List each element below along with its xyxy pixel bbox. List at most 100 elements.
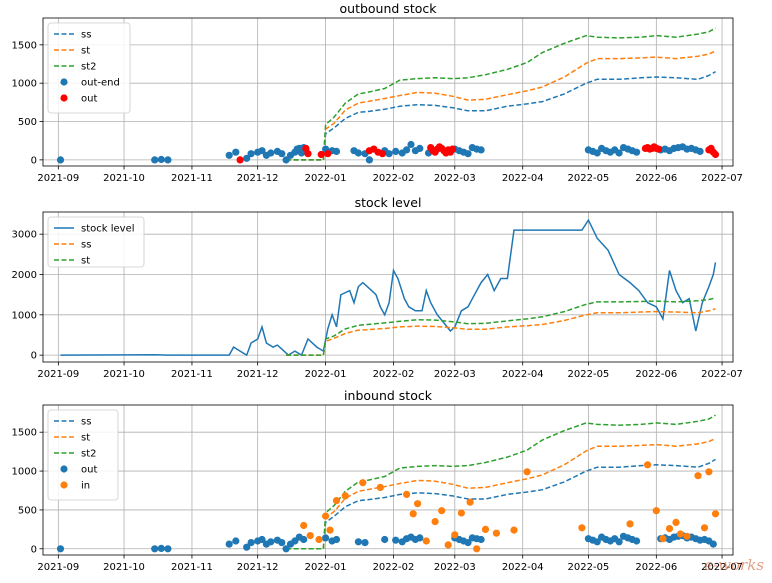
scatter-point-out	[709, 540, 717, 548]
scatter-point-out	[392, 536, 400, 544]
scatter-point-in	[481, 525, 490, 534]
scatter-point-in	[510, 526, 518, 534]
series-line-st2	[286, 27, 716, 161]
scatter-point-in	[700, 524, 709, 532]
chart-panel-2: 2021-09 2021-10 2021-11 2021-12 2022-01 2022-…	[12, 388, 743, 573]
scatter-point-out	[615, 538, 623, 546]
scatter-point-in	[315, 535, 323, 544]
scatter-point-out-end	[696, 147, 704, 155]
scatter-point-out	[361, 539, 369, 547]
series-line-ss	[286, 308, 716, 356]
series-line-st	[286, 297, 716, 356]
legend-label: ss	[81, 240, 91, 251]
series-line-ss	[286, 458, 716, 550]
scatter-point-out-end	[403, 146, 411, 154]
scatter-point-in	[672, 518, 680, 527]
scatter-point-out-end	[282, 156, 290, 164]
x-tick-label: 2021-11	[171, 173, 213, 184]
legend-box	[47, 22, 131, 114]
x-tick-label: 2021-11	[171, 562, 213, 573]
x-tick-label: 2022-07	[701, 562, 743, 573]
x-tick-label: 2022-03	[434, 173, 476, 184]
x-tick-label: 2021-11	[171, 369, 213, 380]
axes-frame	[42, 17, 734, 167]
scatter-point-out	[633, 537, 641, 545]
scatter-point-out-end	[157, 155, 165, 164]
x-tick-label: 2021-09	[37, 369, 79, 380]
scatter-point-in	[644, 461, 652, 469]
scatter-point-in	[341, 492, 349, 500]
scatter-point-in	[431, 518, 439, 526]
x-tick-label: 2022-05	[568, 369, 610, 380]
scatter-point-out	[278, 539, 286, 547]
scatter-point-out	[304, 150, 312, 158]
x-tick-label: 2022-02	[373, 369, 415, 380]
y-tick-label: 1000	[12, 79, 37, 90]
scatter-point-out	[225, 540, 233, 548]
scatter-point-out	[236, 156, 244, 164]
legend-box	[47, 409, 119, 501]
scatter-point-out	[354, 538, 362, 546]
x-tick-label: 2021-09	[37, 562, 79, 573]
scatter-point-out-end	[225, 151, 233, 159]
scatter-point-out-end	[267, 149, 275, 157]
scatter-point-in	[473, 545, 481, 553]
x-tick-label: 2022-03	[434, 562, 476, 573]
scatter-point-in	[694, 472, 702, 480]
scatter-point-in	[326, 526, 334, 534]
scatter-point-out	[247, 539, 255, 547]
x-tick-label: 2022-05	[568, 173, 610, 184]
scatter-point-out-end	[615, 149, 623, 157]
x-tick-label: 2021-09	[37, 173, 79, 184]
scatter-point-in	[332, 497, 341, 505]
scatter-point-in	[444, 541, 452, 549]
legend-label: out-end	[81, 78, 120, 89]
legend-label: st	[81, 256, 90, 267]
scatter-point-out	[477, 535, 485, 544]
legend-swatch-marker	[60, 481, 68, 489]
scatter-point-out	[300, 535, 308, 544]
scatter-point-out-end	[232, 148, 240, 156]
x-tick-label: 2022-04	[502, 369, 544, 380]
scatter-point-in	[626, 520, 634, 528]
x-tick-label: 2022-07	[701, 369, 743, 380]
chart-panel-1: 2021-09 2021-10 2021-11 2021-12 2022-01 2022-…	[12, 195, 743, 380]
legend-label: in	[81, 481, 90, 492]
legend-swatch-marker	[60, 94, 68, 102]
y-tick-label: 0	[31, 544, 37, 555]
x-tick-label: 2021-10	[103, 173, 145, 184]
scatter-point-out-end	[392, 147, 400, 155]
legend-label: st2	[81, 449, 97, 460]
y-tick-label: 0	[31, 351, 37, 362]
scatter-point-out-end	[247, 150, 255, 158]
scatter-point-in	[659, 535, 667, 543]
legend-label: out	[81, 94, 97, 105]
scatter-point-out	[449, 145, 457, 153]
scatter-point-out	[464, 539, 472, 547]
legend-box	[47, 216, 145, 268]
scatter-point-in	[376, 483, 384, 491]
x-tick-label: 2022-06	[635, 173, 677, 184]
scatter-point-out-end	[416, 144, 424, 152]
scatter-point-in	[711, 510, 720, 518]
scatter-point-out	[164, 545, 172, 553]
chart-panel-0: 2021-09 2021-10 2021-11 2021-12 2022-01 2022-…	[12, 1, 743, 184]
legend-label: st	[81, 433, 90, 444]
scatter-point-out-end	[633, 148, 641, 156]
scatter-point-out	[324, 150, 332, 158]
scatter-point-out-end	[332, 147, 341, 155]
scatter-point-in	[578, 524, 586, 532]
x-tick-label: 2021-12	[237, 173, 279, 184]
scatter-point-out-end	[56, 156, 65, 164]
scatter-point-in	[409, 510, 417, 518]
scatter-point-out-end	[258, 147, 266, 155]
legend-label: stock level	[81, 224, 135, 235]
x-tick-label: 2021-10	[103, 369, 145, 380]
series-line-st2	[286, 414, 716, 550]
scatter-point-out	[593, 538, 601, 546]
scatter-point-out-end	[243, 154, 251, 162]
y-tick-label: 500	[18, 117, 37, 128]
scatter-point-out	[157, 544, 165, 553]
x-tick-label: 2021-10	[103, 562, 145, 573]
scatter-point-out	[416, 534, 424, 542]
